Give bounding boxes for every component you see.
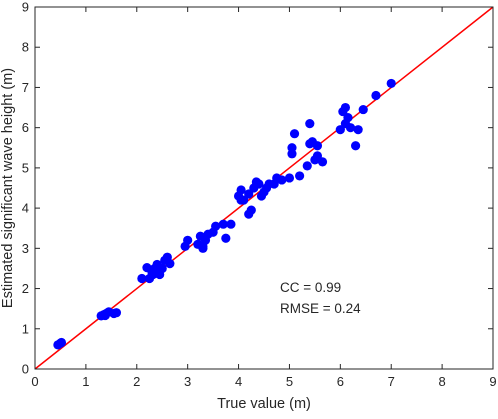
data-point [56,337,67,348]
y-tick-label: 3 [22,241,29,256]
x-tick-label: 5 [286,374,293,389]
data-point [148,269,158,280]
plot-frame [34,6,494,370]
data-point [353,125,363,135]
y-tick-label: 8 [22,40,29,55]
data-point [284,173,295,183]
data-point [246,205,256,215]
y-tick-label: 9 [22,0,29,15]
data-point [218,219,228,229]
x-tick-label: 8 [438,374,445,389]
data-point [137,273,147,284]
x-tick-label: 3 [184,374,191,389]
data-point [358,104,368,115]
data-point [277,175,287,185]
y-axis-label: Estimated significant wave height (m) [0,68,16,308]
x-tick-label: 2 [133,374,140,389]
x-tick-label: 4 [235,374,242,389]
data-point [317,157,328,167]
y-tick-label: 0 [22,362,29,377]
data-point [254,179,264,189]
y-tick-label: 6 [22,120,29,135]
data-point [183,235,193,245]
x-tick-label: 7 [388,374,395,389]
data-point [226,219,236,229]
x-tick-label: 0 [31,374,38,389]
data-point [340,102,351,113]
rmse-annotation: RMSE = 0.24 [280,301,361,316]
data-point [386,78,396,89]
x-tick-label: 9 [489,374,496,389]
data-point [305,119,315,129]
cc-annotation: CC = 0.99 [280,280,341,295]
x-tick-label: 1 [82,374,89,389]
data-point [100,310,110,321]
data-point [289,129,300,139]
data-point [343,113,353,123]
data-point [221,233,231,243]
y-tick-label: 4 [22,201,29,216]
x-tick-label: 6 [337,374,344,389]
data-point [198,243,208,253]
data-point [244,189,254,199]
data-point [236,185,246,195]
data-point [165,259,175,269]
data-point [351,141,361,151]
data-point [211,221,221,231]
data-point [157,263,167,274]
data-point [345,123,356,133]
y-tick-label: 1 [22,321,29,336]
y-axis-ticks: 0 1 2 3 4 5 6 7 8 9 [22,0,493,377]
data-point [239,195,249,205]
data-point [312,141,323,151]
data-point [302,161,312,171]
data-point [295,171,305,181]
data-point [371,90,381,101]
data-point [335,125,345,135]
annotations: CC = 0.99 RMSE = 0.24 [280,280,361,316]
x-axis-label: True value (m) [217,396,311,412]
data-points [53,78,396,350]
y-tick-label: 5 [22,160,29,175]
y-tick-label: 2 [22,281,29,296]
y-tick-label: 7 [22,80,29,95]
data-point [312,151,323,161]
data-point [287,143,297,153]
x-axis-ticks: 0 1 2 3 4 5 6 7 8 9 [31,7,497,389]
data-point [111,308,122,318]
